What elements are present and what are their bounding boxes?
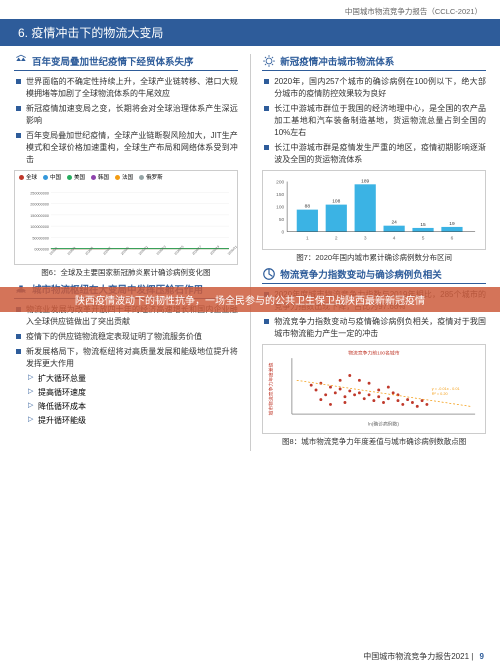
list-item: 世界面临的不确定性持续上升，全球产业链转移、港口大规模拥堵等加剧了全球物流体系的…: [16, 76, 238, 100]
svg-text:150000000: 150000000: [30, 214, 49, 218]
svg-text:0: 0: [282, 230, 285, 236]
svg-text:2020/11: 2020/11: [138, 245, 149, 256]
section-2-subs: 扩大循环总量提高循环速度降低循环成本提升循环能级: [14, 373, 238, 427]
svg-text:3: 3: [364, 235, 367, 241]
list-item: 新冠疫情加速变局之变，长期将会对全球治理体系产生深远影响: [16, 103, 238, 127]
svg-text:50000000: 50000000: [32, 236, 49, 240]
chart-2-caption: 图7：2020年国内城市累计确诊病例数分布区间: [262, 252, 486, 263]
svg-text:200000000: 200000000: [30, 203, 49, 207]
svg-text:2020/5: 2020/5: [84, 246, 94, 256]
svg-text:城市物流竞争力年度差值: 城市物流竞争力年度差值: [268, 362, 275, 415]
report-header: 中国城市物流竞争力报告（CCLC-2021）: [0, 0, 500, 19]
svg-text:2020/17: 2020/17: [191, 245, 202, 256]
list-item: 百年变局叠加世纪疫情，全球产业链断裂风险加大，JIT生产模式和全球价格加速重构，…: [16, 130, 238, 166]
svg-text:2020/13: 2020/13: [156, 245, 167, 256]
svg-text:0000000: 0000000: [34, 248, 49, 252]
svg-text:R² = 0.20: R² = 0.20: [432, 391, 448, 396]
svg-text:2: 2: [335, 235, 338, 241]
svg-text:2020/15: 2020/15: [173, 245, 184, 256]
svg-text:15: 15: [421, 222, 427, 228]
svg-text:100: 100: [276, 205, 284, 211]
page-title: 6. 疫情冲击下的物流大变局: [0, 19, 500, 46]
line-chart: 全球中国美国韩国法国俄罗斯 0000000 50000000 100000000 15…: [14, 170, 238, 265]
chart-icon: [262, 267, 276, 281]
list-item: 2020年，国内257个城市的确诊病例在100例以下，绝大部分城市的疫情防控效果…: [264, 76, 486, 100]
svg-text:24: 24: [392, 220, 398, 226]
section-4-title: 物流竞争力指数变动与确诊病例负相关: [280, 267, 442, 281]
page-footer: 中国城市物流竞争力报告2021 | 9: [363, 651, 484, 662]
chart-2-box: 0 50 100 150 200 88 1 108 2 189 3 24 4 15 5 19 6 图7：2020…: [262, 170, 486, 263]
svg-text:88: 88: [305, 204, 311, 210]
list-item: 降低循环成本: [28, 401, 238, 413]
section-1-head: 百年变局叠加世纪疫情下经贸体系失序: [14, 54, 238, 71]
svg-text:2020/1: 2020/1: [49, 246, 59, 256]
bar-chart: 0 50 100 150 200 88 1 108 2 189 3 24 4 15 5 19 6: [262, 170, 486, 250]
svg-text:100000000: 100000000: [30, 225, 49, 229]
svg-text:2020/7: 2020/7: [102, 246, 112, 256]
svg-text:200: 200: [276, 179, 284, 185]
svg-text:19: 19: [450, 221, 456, 227]
svg-text:50: 50: [279, 217, 285, 223]
list-item: 长江中游城市群是疫情发生严重的地区，疫情初期影响逐渐波及全国的货运物流体系: [264, 142, 486, 166]
svg-text:2020/21: 2020/21: [227, 245, 237, 256]
svg-text:2020/9: 2020/9: [120, 246, 130, 256]
chart-3-box: 物流竞争力前100名城市 y = -0.01x - 0.01R² = 0.20 ln…: [262, 344, 486, 447]
svg-text:189: 189: [361, 178, 369, 184]
list-item: 疫情下的供应链物流稳定表现证明了物流服务价值: [16, 331, 238, 343]
svg-text:2020/19: 2020/19: [209, 245, 220, 256]
section-4-head: 物流竞争力指数变动与确诊病例负相关: [262, 267, 486, 284]
chart-1-box: 全球中国美国韩国法国俄罗斯 0000000 50000000 100000000 15…: [14, 170, 238, 278]
list-item: 扩大循环总量: [28, 373, 238, 385]
section-1-title: 百年变局叠加世纪疫情下经贸体系失序: [32, 54, 194, 68]
svg-text:6: 6: [451, 235, 454, 241]
footer-text: 中国城市物流竞争力报告2021: [363, 652, 469, 661]
svg-text:250000000: 250000000: [30, 191, 49, 195]
section-1-bullets: 世界面临的不确定性持续上升，全球产业链转移、港口大规模拥堵等加剧了全球物流体系的…: [14, 76, 238, 166]
chart-1-legend: 全球中国美国韩国法国俄罗斯: [15, 171, 237, 183]
svg-text:1: 1: [306, 235, 309, 241]
section-3-bullets: 2020年，国内257个城市的确诊病例在100例以下，绝大部分城市的疫情防控效果…: [262, 76, 486, 166]
svg-text:ln(确诊病例数): ln(确诊病例数): [368, 421, 399, 428]
page-number: 9: [480, 652, 484, 661]
svg-text:4: 4: [393, 235, 396, 241]
chart-1-caption: 图6：全球及主要国家新冠肺炎累计确诊病例变化图: [14, 267, 238, 278]
list-item: 新发展格局下，物流枢纽将对高质量发展和能级地位提升将发挥更大作用: [16, 346, 238, 370]
section-3-title: 新冠疫情冲击城市物流体系: [280, 54, 394, 68]
column-divider: [250, 54, 251, 451]
list-item: 物流竞争力指数变动与疫情确诊病例负相关，疫情对于我国城市物流能力产生一定的冲击: [264, 316, 486, 340]
svg-text:2020/3: 2020/3: [67, 246, 77, 256]
list-item: 提升循环能级: [28, 415, 238, 427]
list-item: 长江中游城市群位于我国的经济地理中心，是全国的农产品加工基地和汽车装备制造基地，…: [264, 103, 486, 139]
svg-text:物流竞争力前100名城市: 物流竞争力前100名城市: [348, 349, 400, 356]
svg-text:150: 150: [276, 192, 284, 198]
chart-3-caption: 图8：城市物流竞争力年度差值与城市确诊病例数散点图: [262, 436, 486, 447]
section-3-head: 新冠疫情冲击城市物流体系: [262, 54, 486, 71]
svg-text:5: 5: [422, 235, 425, 241]
svg-text:y = -0.01x - 0.01: y = -0.01x - 0.01: [432, 387, 460, 391]
virus-icon: [262, 54, 276, 68]
section-2-bullets: 物流业发展为改革开放四十年的经济高速增长和国内企业融入全球供应链做出了突出贡献疫…: [14, 304, 238, 370]
list-item: 提高循环速度: [28, 387, 238, 399]
svg-text:108: 108: [333, 199, 341, 205]
overlay-banner: 陕西疫情波动下的韧性抗争，一场全民参与的公共卫生保卫战陕西最新新冠疫情: [0, 287, 500, 312]
scatter-chart: 物流竞争力前100名城市 y = -0.01x - 0.01R² = 0.20 ln…: [262, 344, 486, 434]
scale-icon: [14, 54, 28, 68]
